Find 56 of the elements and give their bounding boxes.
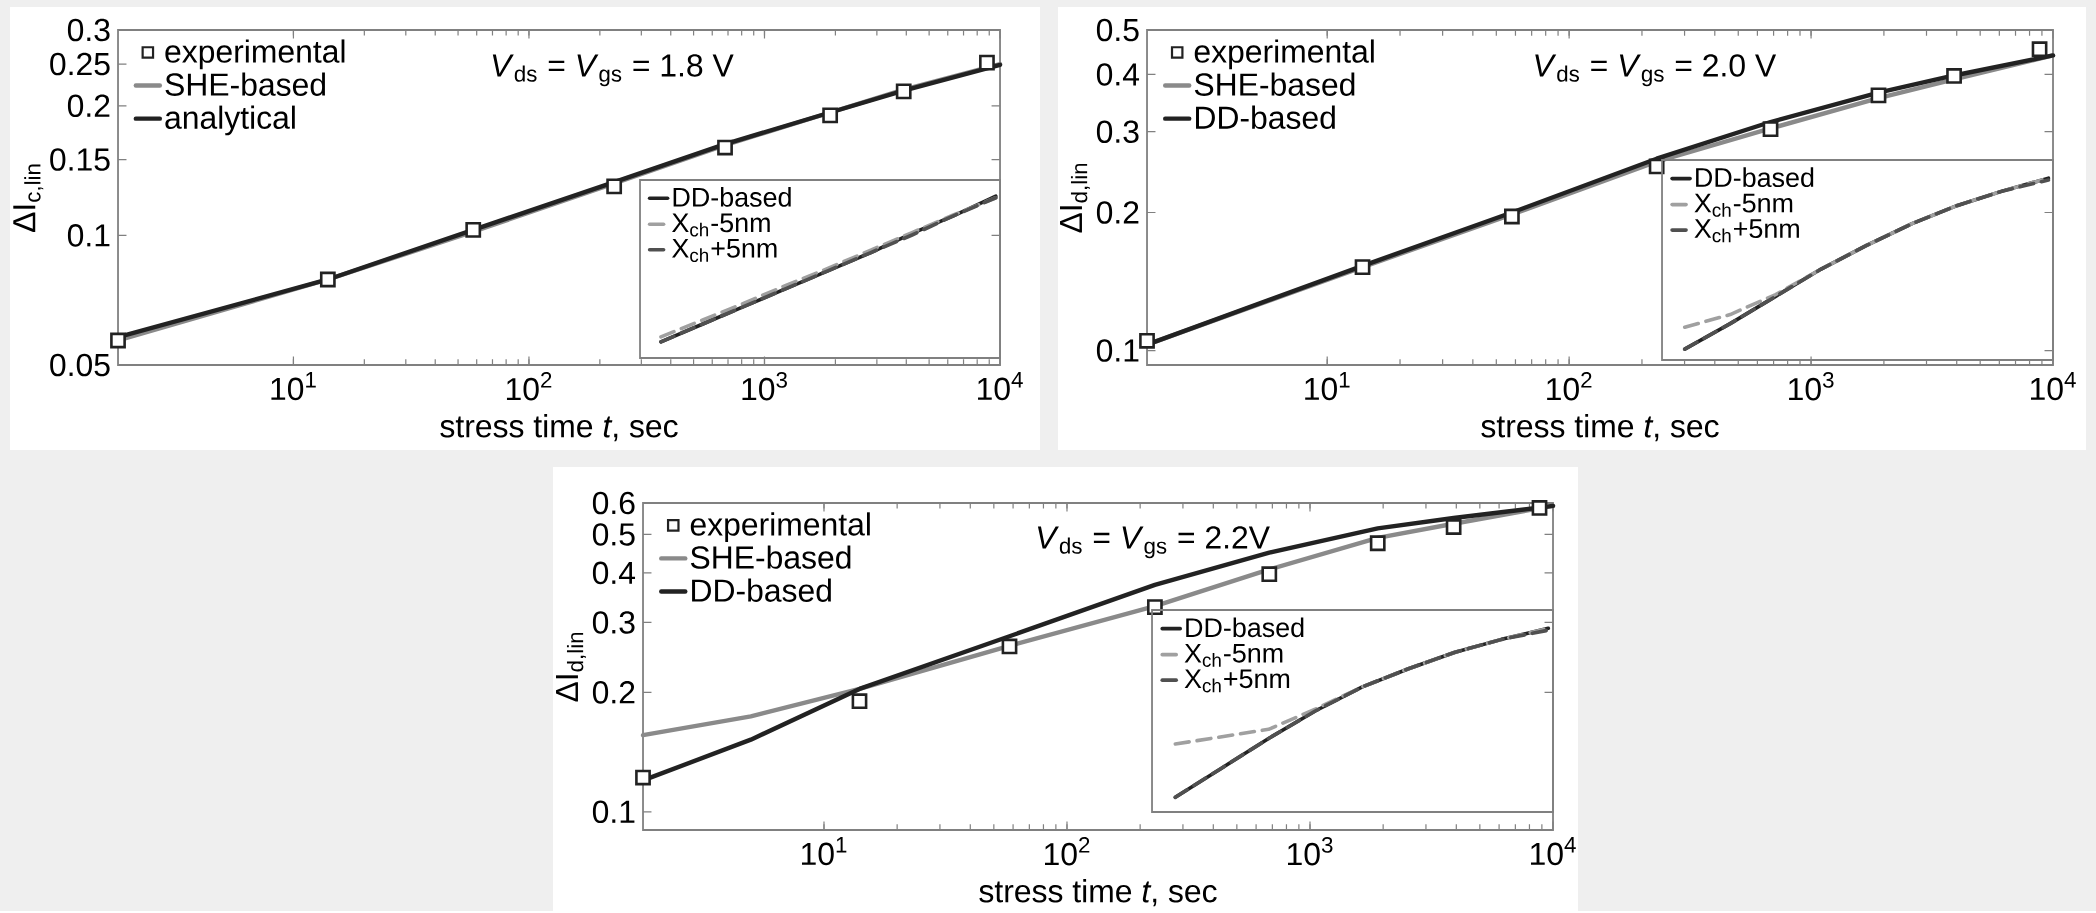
y-axis-title: ΔI$_{c,lin}$ [13, 164, 44, 233]
y-tick-label: 0.2 [1096, 201, 1139, 224]
x-axis-title: stress time t, sec [979, 879, 1217, 907]
y-axis-title: ΔI$_{d,lin}$ [556, 632, 586, 702]
annotation: V$_{ds}$ = V$_{gs}$ = 2.2V [1037, 526, 1270, 559]
legend-label: SHE-based [690, 545, 851, 569]
legend-label: DD-based [1696, 167, 1814, 188]
x-tick-label: 10$^{4}$ [1531, 837, 1576, 866]
y-tick-label: 0.5 [592, 523, 635, 546]
y-tick-label: 0.2 [592, 681, 635, 704]
y-tick-label: 0.25 [50, 52, 110, 76]
y-tick-label: 0.2 [67, 94, 110, 118]
x-tick-label: 10$^{1}$ [271, 372, 316, 401]
legend-label: DD-based [692, 578, 831, 602]
x-axis-title: stress time t, sec [1481, 414, 1719, 442]
y-tick-label: 0.1 [1096, 339, 1139, 362]
y-tick-label: 0.3 [1096, 120, 1139, 144]
legend-label: DD-based [1186, 617, 1304, 638]
x-tick-label: 10$^{2}$ [506, 372, 552, 401]
x-tick-label: 10$^{3}$ [1789, 372, 1834, 401]
x-tick-label: 10$^{1}$ [1305, 372, 1350, 401]
legend-label: X$_{ch}$-5nm [1184, 643, 1283, 667]
legend-label: SHE-based [165, 72, 326, 96]
x-tick-label: 10$^{3}$ [1288, 837, 1333, 866]
annotation: V$_{ds}$ = V$_{gs}$ = 1.8 V [492, 54, 734, 87]
x-tick-label: 10$^{2}$ [1045, 837, 1090, 866]
x-tick-label: 10$^{2}$ [1547, 372, 1592, 401]
legend-label: X$_{ch}$+5nm [1184, 669, 1290, 693]
legend-label: SHE-based [1194, 72, 1355, 96]
x-tick-label: 10$^{1}$ [801, 837, 847, 866]
legend-label: experimental [1194, 39, 1374, 70]
legend-label: X$_{ch}$+5nm [1694, 219, 1799, 243]
y-tick-label: 0.1 [67, 224, 110, 247]
y-tick-label: 0.3 [592, 611, 635, 634]
annotation: V$_{ds}$ = V$_{gs}$ = 2.0 V [1535, 54, 1777, 87]
x-tick-label: 10$^{4}$ [2031, 372, 2076, 401]
y-tick-label: 0.4 [592, 561, 636, 585]
legend-label: analytical [165, 105, 295, 136]
legend-label: X$_{ch}$+5nm [672, 239, 777, 263]
legend-label: DD-based [1196, 105, 1335, 130]
legend-label: DD-based [673, 187, 791, 207]
y-axis-title: ΔI$_{d,lin}$ [1060, 163, 1090, 233]
x-tick-label: 10$^{3}$ [742, 372, 787, 401]
y-tick-label: 0.15 [50, 148, 110, 171]
y-tick-label: 0.3 [67, 18, 110, 42]
x-tick-label: 10$^{4}$ [978, 372, 1023, 401]
y-tick-label: 0.6 [592, 491, 635, 515]
legend-label: X$_{ch}$-5nm [672, 213, 770, 237]
legend-label: X$_{ch}$-5nm [1694, 193, 1793, 217]
y-tick-label: 0.5 [1096, 18, 1139, 42]
y-tick-label: 0.1 [592, 800, 635, 824]
legend-label: experimental [690, 512, 870, 543]
y-tick-label: 0.4 [1096, 63, 1140, 86]
legend-label: experimental [165, 39, 345, 70]
x-axis-title: stress time t, sec [440, 414, 678, 442]
y-tick-label: 0.05 [50, 353, 110, 377]
